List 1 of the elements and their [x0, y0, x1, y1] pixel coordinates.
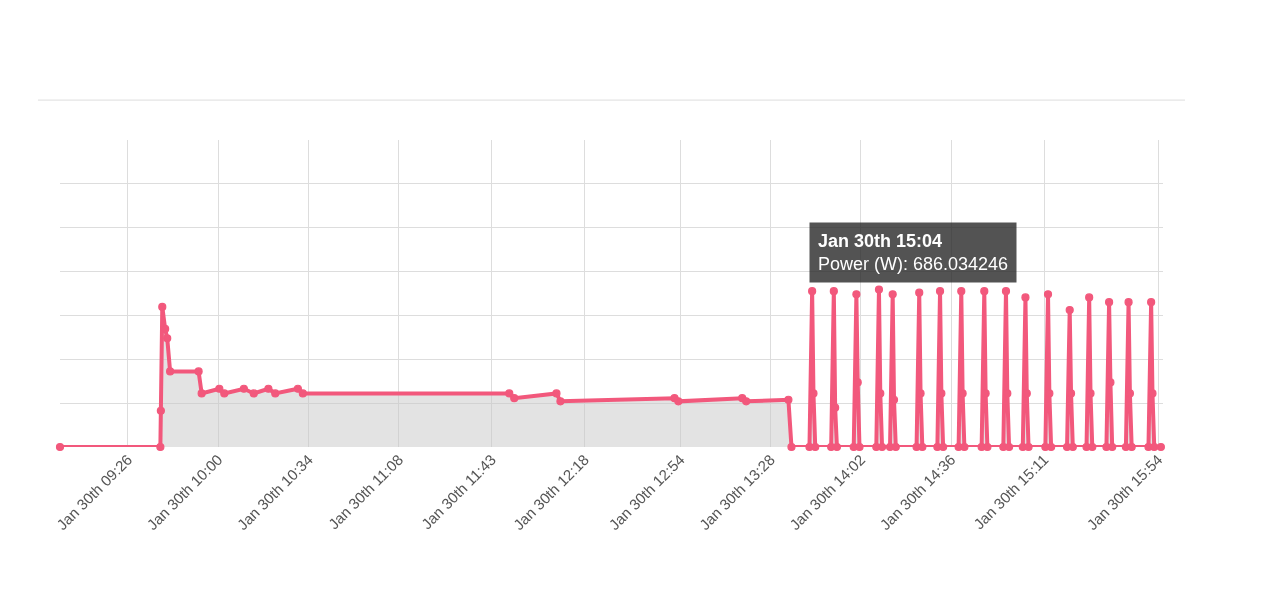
annotation: Jan 30th 15:04 Power (W): 686.034246	[818, 231, 1009, 275]
